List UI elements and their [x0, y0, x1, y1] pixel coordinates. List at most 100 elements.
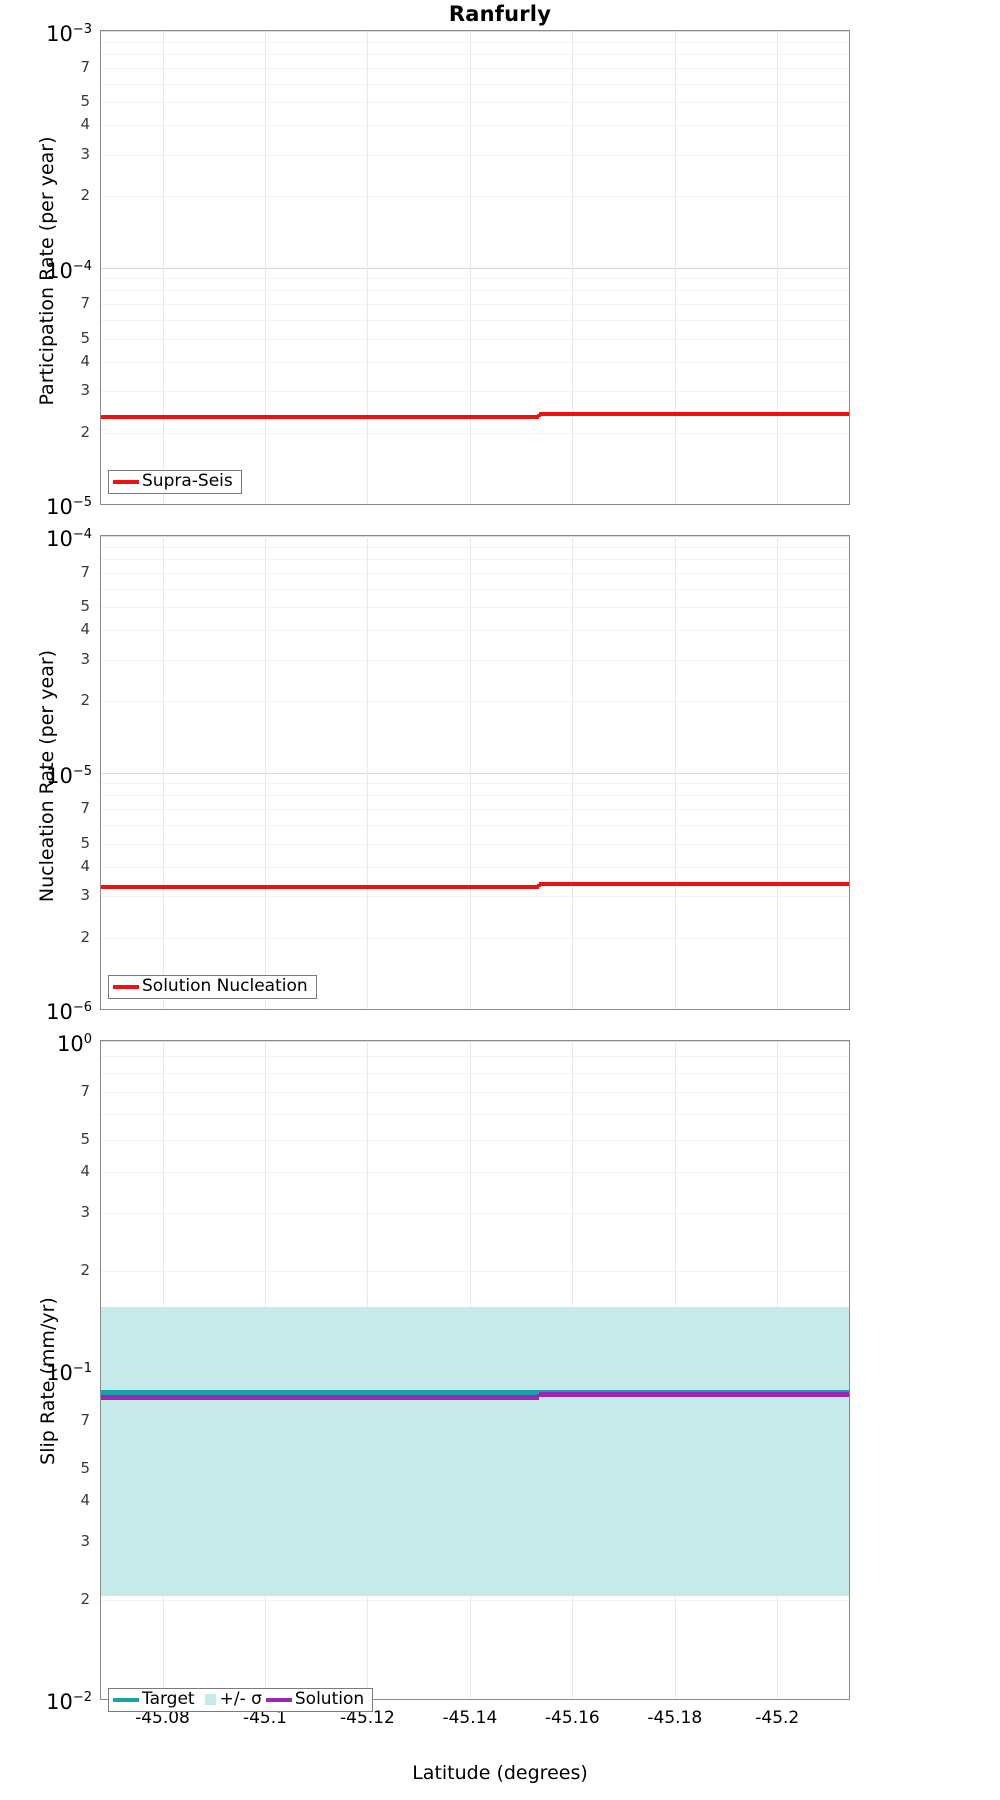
y-tick-label-minor: 3: [80, 1203, 90, 1221]
panel-participation-rate: [100, 30, 850, 505]
panel-nucleation-rate-legend[interactable]: Solution Nucleation: [108, 975, 317, 999]
y-tick-label: 10−6: [46, 1000, 92, 1024]
gridline-horizontal: [101, 125, 849, 127]
panel-slip-rate-legend[interactable]: Target +/- σ Solution: [108, 1688, 374, 1712]
gridline-horizontal: [101, 1114, 849, 1115]
legend-label-target: Target: [142, 1689, 195, 1709]
gridline-horizontal: [101, 290, 849, 292]
gridline-vertical: [674, 31, 676, 504]
y-tick-label-minor: 5: [80, 1130, 90, 1148]
gridline-horizontal: [101, 795, 849, 797]
gridline-horizontal: [101, 772, 849, 774]
legend-item-solution: Solution: [265, 1691, 368, 1708]
x-tick-label: -45.18: [647, 1708, 703, 1728]
gridline-horizontal: [101, 1092, 849, 1093]
legend-line-solution-nucleation: [113, 984, 139, 989]
gridline-horizontal: [101, 896, 849, 898]
gridline-horizontal: [101, 391, 849, 393]
gridline-vertical: [367, 536, 369, 1009]
x-tick-label: -45.2: [755, 1708, 800, 1728]
gridline-horizontal: [101, 53, 849, 55]
legend-label-supra-seis: Supra-Seis: [142, 471, 233, 491]
y-tick-label-minor: 4: [80, 1161, 90, 1180]
gridline-vertical: [777, 536, 779, 1009]
gridline-horizontal: [101, 1213, 849, 1214]
gridline-horizontal: [101, 1600, 849, 1601]
y-tick-label: 10−3: [46, 22, 92, 46]
gridline-horizontal: [101, 1140, 849, 1141]
gridline-vertical: [674, 536, 676, 1009]
gridline-horizontal: [101, 361, 849, 363]
y-tick-label-minor: 4: [80, 1490, 90, 1509]
gridline-horizontal: [101, 41, 849, 43]
gridline-vertical: [162, 31, 164, 504]
y-tick-label-minor: 2: [80, 186, 90, 205]
y-tick-label-minor: 7: [80, 799, 90, 818]
gridline-horizontal: [101, 320, 849, 321]
y-tick-label-minor: 3: [80, 1532, 90, 1550]
y-tick-label-minor: 5: [80, 92, 90, 111]
y-tick-label-minor: 5: [80, 833, 90, 852]
panel-nucleation-rate: [100, 535, 850, 1010]
gridline-horizontal: [101, 154, 849, 156]
y-tick-label-minor: 2: [80, 1590, 90, 1608]
y-tick-label-minor: 3: [80, 886, 90, 905]
gridline-horizontal: [101, 1056, 849, 1058]
gridline-vertical: [572, 536, 574, 1009]
y-tick-label-minor: 7: [80, 294, 90, 313]
legend-item-solution-nucleation: Solution Nucleation: [113, 978, 312, 995]
y-tick-label-minor: 5: [80, 597, 90, 616]
y-tick-label-minor: 7: [80, 562, 90, 581]
gridline-horizontal: [101, 67, 849, 69]
gridline-horizontal: [101, 1041, 849, 1042]
y-tick-label-minor: 3: [80, 381, 90, 400]
y-tick-label-minor: 2: [80, 927, 90, 946]
gridline-vertical: [367, 31, 369, 504]
legend-label-sigma-band: +/- σ: [219, 1689, 262, 1709]
figure-title: Ranfurly: [448, 2, 552, 26]
gridline-horizontal: [101, 536, 849, 537]
gridline-vertical: [264, 536, 266, 1009]
y-tick-label: 100: [56, 1032, 92, 1056]
gridline-horizontal: [101, 825, 849, 826]
y-tick-label: 10−2: [46, 1690, 92, 1714]
y-tick-label-minor: 7: [80, 57, 90, 76]
gridline-horizontal: [101, 278, 849, 280]
gridline-horizontal: [101, 31, 849, 32]
gridline-vertical: [777, 31, 779, 504]
y-tick-label-minor: 3: [80, 649, 90, 668]
y-tick-label: 10−1: [46, 1361, 92, 1385]
series-segment-solution-nucleation: [101, 885, 539, 889]
gridline-horizontal: [101, 783, 849, 785]
gridline-horizontal: [101, 588, 849, 590]
gridline-horizontal: [101, 809, 849, 811]
gridline-horizontal: [101, 701, 849, 703]
y-tick-label-minor: 2: [80, 422, 90, 441]
gridline-horizontal: [101, 607, 849, 609]
gridline-horizontal: [101, 630, 849, 632]
legend-item-sigma-band: +/- σ: [199, 1691, 266, 1708]
panel-participation-rate-legend[interactable]: Supra-Seis: [108, 470, 242, 494]
legend-line-solution: [265, 1697, 292, 1702]
y-tick-label: 10−5: [46, 495, 92, 519]
legend-item-supra-seis: Supra-Seis: [113, 473, 237, 490]
gridline-horizontal: [101, 432, 849, 434]
y-tick-label-minor: 2: [80, 1261, 90, 1279]
series-segment-solution-nucleation: [539, 881, 849, 886]
gridline-horizontal: [101, 1271, 849, 1272]
legend-line-target: [113, 1697, 139, 1702]
y-tick-label-minor: 4: [80, 351, 90, 370]
y-tick-label-minor: 2: [80, 691, 90, 710]
uncertainty-band: [101, 1307, 849, 1597]
gridline-horizontal: [101, 102, 849, 104]
x-tick-label: -45.14: [442, 1708, 498, 1728]
x-tick-label: -45.16: [544, 1708, 600, 1728]
y-tick-label-minor: 5: [80, 1459, 90, 1477]
gridline-horizontal: [101, 196, 849, 198]
gridline-horizontal: [101, 267, 849, 269]
gridline-vertical: [469, 31, 471, 504]
y-tick-label-minor: 3: [80, 144, 90, 163]
panel-slip-rate: [100, 1040, 850, 1700]
y-tick-label-minor: 5: [80, 328, 90, 347]
